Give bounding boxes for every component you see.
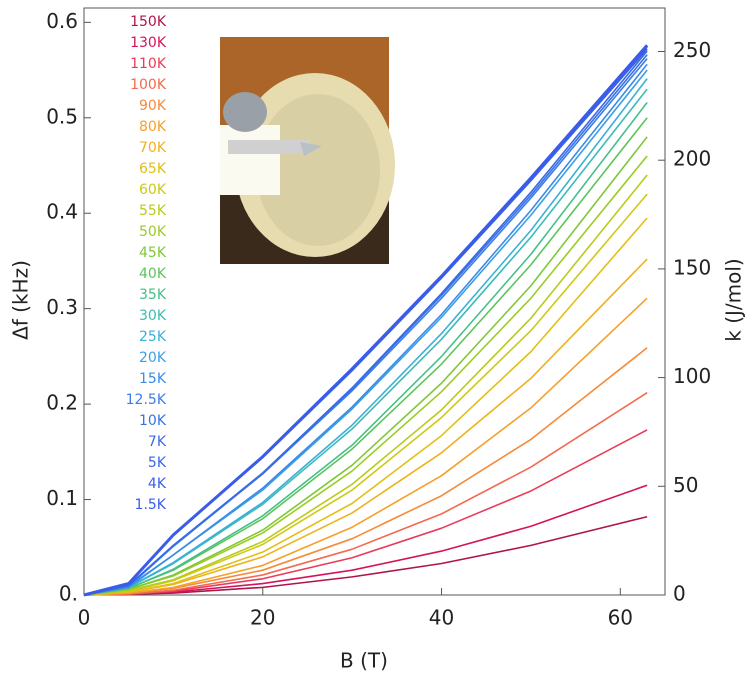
legend-entry: 4K — [148, 476, 167, 492]
series-line — [83, 297, 648, 596]
series-line — [83, 63, 648, 596]
legend-entry: 15K — [139, 371, 167, 387]
y2-tick-label: 250 — [673, 38, 711, 62]
y2-tick-label: 100 — [673, 364, 711, 388]
inset-photo — [220, 37, 395, 264]
y2-tick-label: 200 — [673, 147, 711, 171]
legend-entry: 30K — [139, 308, 167, 324]
legend-entry: 70K — [139, 140, 167, 156]
legend-entry: 50K — [139, 224, 167, 240]
x-axis-title: B (T) — [340, 649, 388, 673]
y-tick-label: 0.5 — [46, 104, 78, 128]
series-line — [83, 429, 648, 596]
series-line — [83, 515, 648, 596]
legend-entry: 25K — [139, 329, 167, 345]
y-tick-label: 0.6 — [46, 9, 78, 33]
legend-entry: 10K — [139, 413, 167, 429]
legend-entry: 55K — [139, 203, 167, 219]
series-line — [83, 217, 648, 596]
y2-tick-label: 150 — [673, 255, 711, 279]
legend-entry: 20K — [139, 350, 167, 366]
legend-entry: 35K — [139, 287, 167, 303]
series-line — [83, 391, 648, 596]
x-tick-label: 60 — [608, 606, 633, 630]
x-tick-label: 20 — [250, 606, 275, 630]
y-axis-title: Δf (kHz) — [9, 260, 33, 340]
legend-entry: 7K — [148, 434, 167, 450]
series-line — [83, 78, 648, 596]
legend-entry: 12.5K — [126, 392, 167, 408]
plot-frame — [83, 7, 666, 596]
y2-tick-label: 0 — [673, 582, 686, 606]
legend-entry: 5K — [148, 455, 167, 471]
series-line — [83, 50, 648, 596]
x-tick-label: 0 — [78, 606, 91, 630]
y-tick-label: 0. — [59, 582, 78, 606]
legend-entry: 150K — [130, 14, 167, 30]
legend-entry: 65K — [139, 161, 167, 177]
x-tick-label: 40 — [429, 606, 454, 630]
series-line — [83, 102, 648, 596]
y2-axis-title: k (J/mol) — [722, 258, 746, 341]
y-tick-label: 0.4 — [46, 200, 78, 224]
legend-entry: 90K — [139, 98, 167, 114]
y2-tick-label: 50 — [673, 473, 698, 497]
series-line — [83, 44, 649, 597]
legend-entry: 100K — [130, 77, 167, 93]
legend-entry: 110K — [130, 56, 167, 72]
series-line — [83, 136, 648, 596]
legend-entry: 130K — [130, 35, 167, 51]
y-tick-label: 0.3 — [46, 295, 78, 319]
legend-entry: 60K — [139, 182, 167, 198]
y-tick-label: 0.1 — [46, 486, 78, 510]
legend-entry: 1.5K — [135, 497, 167, 513]
series-line — [83, 193, 648, 596]
legend-entry: 40K — [139, 266, 167, 282]
legend-entry: 80K — [139, 119, 167, 135]
legend-entry: 45K — [139, 245, 167, 261]
series-line — [83, 174, 648, 596]
y-tick-label: 0.2 — [46, 391, 78, 415]
